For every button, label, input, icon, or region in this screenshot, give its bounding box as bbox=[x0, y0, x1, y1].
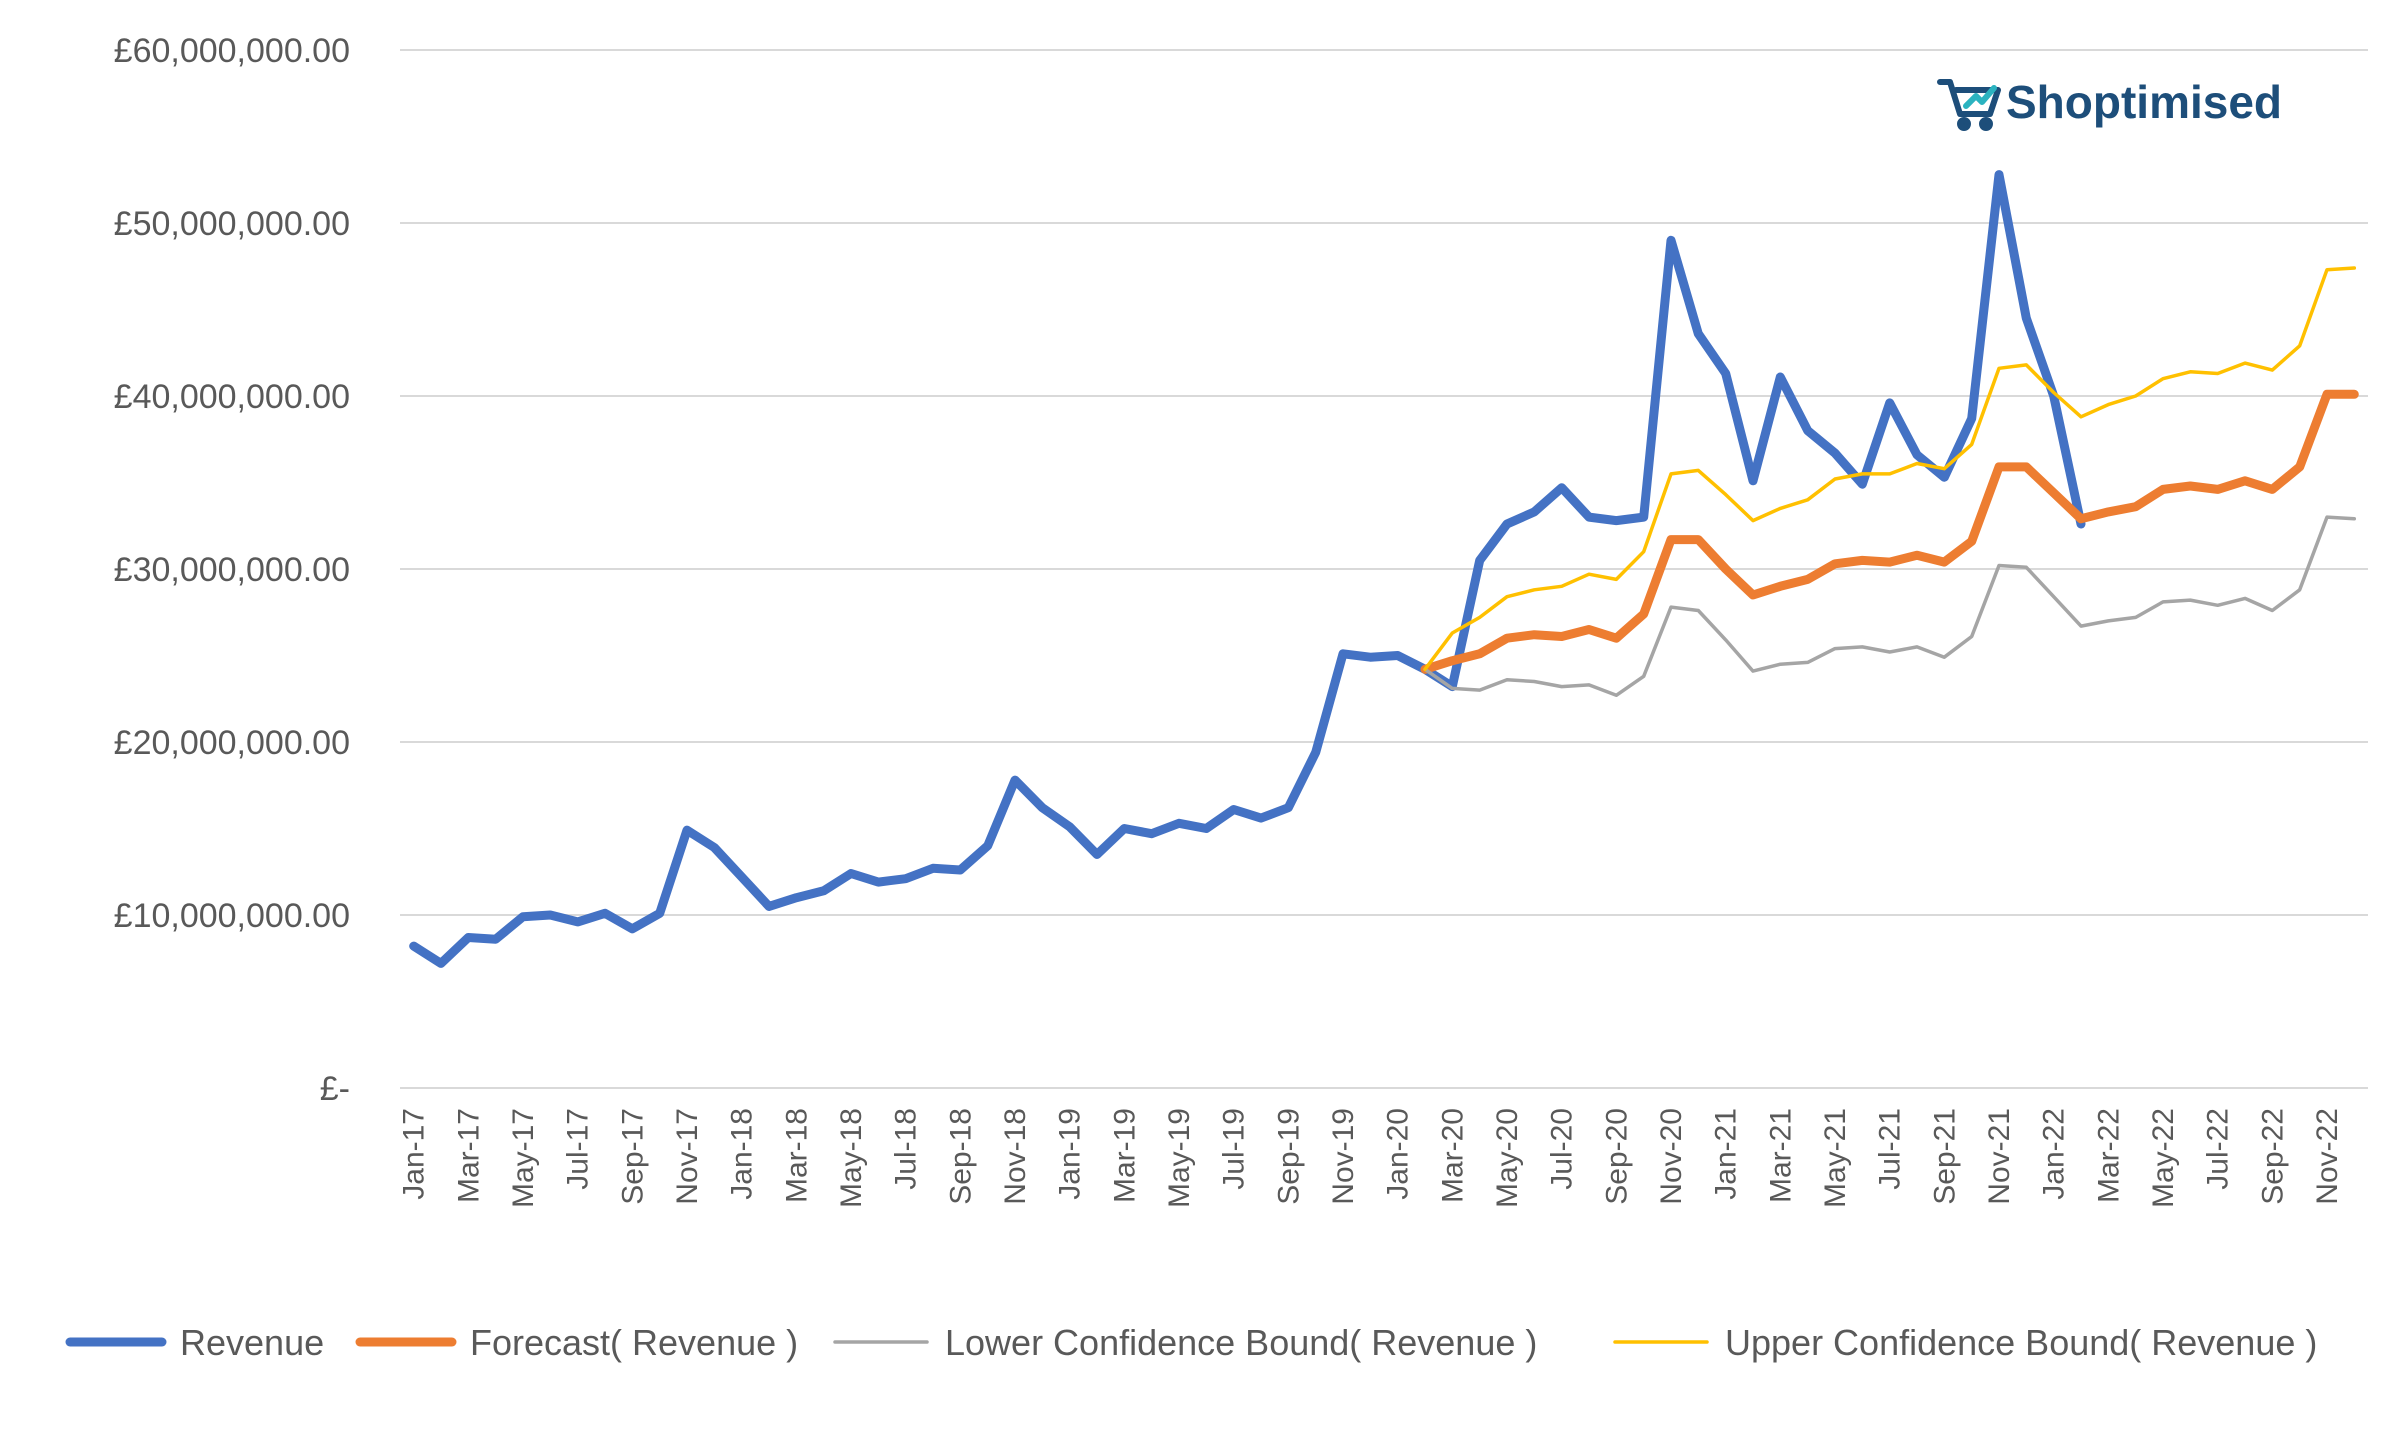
legend-label: Upper Confidence Bound( Revenue ) bbox=[1725, 1322, 2317, 1363]
x-tick-label: Sep-19 bbox=[1272, 1108, 1305, 1205]
y-tick-label: £20,000,000.00 bbox=[114, 724, 350, 762]
x-tick-label: May-21 bbox=[1819, 1108, 1852, 1208]
x-tick-label: Nov-17 bbox=[671, 1108, 704, 1205]
shopping-cart-icon bbox=[1937, 79, 2001, 131]
x-tick-label: Sep-18 bbox=[944, 1108, 977, 1205]
x-tick-label: Mar-22 bbox=[2092, 1108, 2125, 1203]
series-line-3 bbox=[1423, 266, 2357, 672]
x-tick-label: Jan-21 bbox=[1710, 1108, 1743, 1200]
series-line-2 bbox=[1423, 515, 2357, 698]
x-tick-label: Jan-19 bbox=[1054, 1108, 1087, 1200]
y-tick-label: £- bbox=[320, 1070, 350, 1108]
x-tick-label: Nov-20 bbox=[1655, 1108, 1688, 1205]
x-tick-label: Mar-21 bbox=[1764, 1108, 1797, 1203]
logo: Shoptimised bbox=[1937, 76, 2282, 131]
x-tick-label: May-17 bbox=[507, 1108, 540, 1208]
x-tick-label: Nov-19 bbox=[1327, 1108, 1360, 1205]
series-line-1 bbox=[1420, 389, 2359, 674]
x-tick-label: Nov-22 bbox=[2311, 1108, 2344, 1205]
x-tick-label: Sep-21 bbox=[1928, 1108, 1961, 1205]
x-tick-label: Sep-22 bbox=[2256, 1108, 2289, 1205]
x-axis-tick-labels: Jan-17 Mar-17 May-17 Jul-17 Sep-17 Nov-17 Jan-… bbox=[398, 1108, 2344, 1208]
x-tick-label: Jul-17 bbox=[562, 1108, 595, 1190]
y-tick-label: £10,000,000.00 bbox=[114, 897, 350, 935]
x-tick-label: May-20 bbox=[1491, 1108, 1524, 1208]
grid-lines bbox=[400, 49, 2368, 1089]
legend-label: Revenue bbox=[180, 1322, 324, 1363]
x-tick-label: Nov-18 bbox=[999, 1108, 1032, 1205]
x-tick-label: Jan-22 bbox=[2038, 1108, 2071, 1200]
x-tick-label: Jul-22 bbox=[2202, 1108, 2235, 1190]
x-tick-label: Mar-17 bbox=[452, 1108, 485, 1203]
legend-label: Lower Confidence Bound( Revenue ) bbox=[945, 1322, 1537, 1363]
logo-text: Shoptimised bbox=[2006, 76, 2282, 128]
x-tick-label: May-18 bbox=[835, 1108, 868, 1208]
y-tick-label: £30,000,000.00 bbox=[114, 551, 350, 589]
y-tick-label: £40,000,000.00 bbox=[114, 378, 350, 416]
y-tick-label: £60,000,000.00 bbox=[114, 32, 350, 70]
legend: Revenue Forecast( Revenue ) Lower Confiden… bbox=[65, 1322, 2317, 1363]
x-tick-label: Jul-20 bbox=[1546, 1108, 1579, 1190]
x-tick-label: Jul-21 bbox=[1874, 1108, 1907, 1190]
legend-label: Forecast( Revenue ) bbox=[470, 1322, 798, 1363]
x-tick-label: Jan-18 bbox=[726, 1108, 759, 1200]
x-tick-label: May-22 bbox=[2147, 1108, 2180, 1208]
series-lines bbox=[409, 170, 2359, 968]
y-tick-label: £50,000,000.00 bbox=[114, 205, 350, 243]
x-tick-label: Sep-20 bbox=[1600, 1108, 1633, 1205]
x-tick-label: May-19 bbox=[1163, 1108, 1196, 1208]
x-tick-label: Jan-17 bbox=[398, 1108, 431, 1200]
x-tick-label: Mar-19 bbox=[1108, 1108, 1141, 1203]
y-axis-tick-labels: £- £10,000,000.00 £20,000,000.00 £30,000,00… bbox=[114, 32, 350, 1108]
x-tick-label: Jul-19 bbox=[1218, 1108, 1251, 1190]
series-line-0 bbox=[409, 170, 2086, 968]
x-tick-label: Jan-20 bbox=[1382, 1108, 1415, 1200]
x-tick-label: Nov-21 bbox=[1983, 1108, 2016, 1205]
x-tick-label: Mar-18 bbox=[780, 1108, 813, 1203]
x-tick-label: Mar-20 bbox=[1436, 1108, 1469, 1203]
x-tick-label: Sep-17 bbox=[616, 1108, 649, 1205]
x-tick-label: Jul-18 bbox=[890, 1108, 923, 1190]
